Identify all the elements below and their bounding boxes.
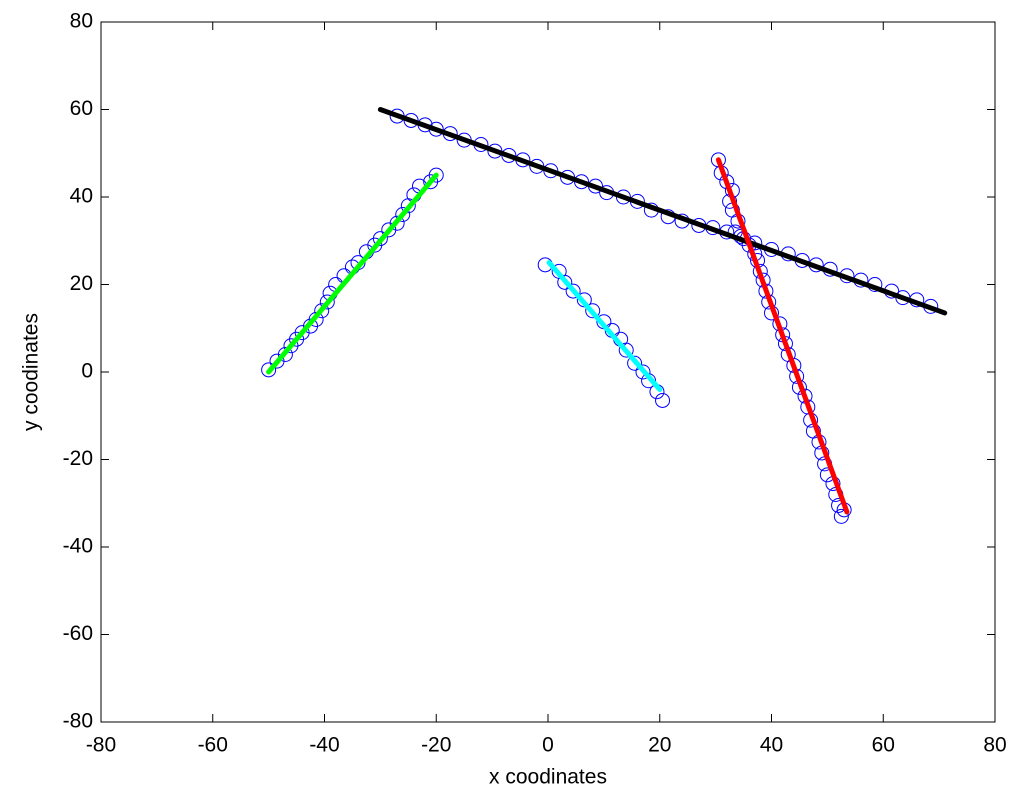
x-tick-label: 60 — [872, 734, 895, 757]
x-axis-label: x coodinates — [489, 766, 607, 789]
data-point — [428, 167, 444, 183]
data-point — [319, 294, 335, 310]
axes-frame — [100, 21, 996, 723]
fit-line — [266, 172, 439, 375]
data-point — [585, 303, 601, 319]
y-tick-label: -80 — [63, 710, 93, 733]
y-tick-label: -60 — [63, 622, 93, 645]
y-tick-label: 40 — [70, 185, 93, 208]
data-point — [833, 508, 849, 524]
data-point — [261, 362, 277, 378]
x-tick-label: -40 — [309, 734, 339, 757]
x-tick-label: -20 — [421, 734, 451, 757]
y-tick-label: 80 — [70, 10, 93, 33]
fit-line — [715, 157, 850, 515]
y-tick-label: 20 — [70, 272, 93, 295]
fit-line — [377, 107, 948, 316]
data-point — [576, 292, 592, 308]
data-point — [372, 231, 388, 247]
y-tick-label: 60 — [70, 97, 93, 120]
y-tick-label: -40 — [63, 535, 93, 558]
data-point — [627, 355, 643, 371]
y-tick-label: 0 — [81, 360, 93, 383]
data-point — [395, 207, 411, 222]
data-point — [565, 283, 581, 299]
data-point — [635, 364, 651, 380]
x-tick-label: 80 — [983, 734, 1006, 757]
fit-line — [546, 260, 663, 392]
data-point — [389, 215, 405, 231]
x-tick-label: -60 — [198, 734, 228, 757]
data-point — [277, 347, 293, 362]
data-point — [557, 274, 573, 290]
x-tick-label: -80 — [86, 734, 116, 757]
data-point — [655, 392, 671, 408]
data-point — [314, 303, 330, 319]
y-tick-label: -20 — [63, 447, 93, 470]
data-point — [618, 342, 634, 358]
y-axis-label: y coodinates — [20, 313, 43, 431]
x-tick-label: 0 — [542, 734, 554, 757]
x-tick-label: 20 — [648, 734, 671, 757]
x-tick-label: 40 — [760, 734, 783, 757]
